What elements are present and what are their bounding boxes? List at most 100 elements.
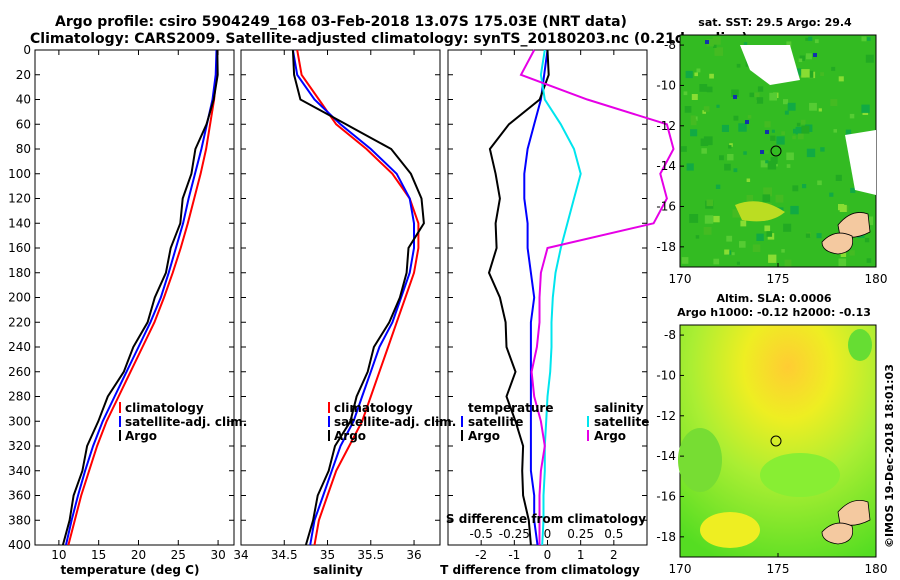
s-diff-tick-label: 0.5 <box>604 527 623 541</box>
y-tick-label: 160 <box>8 241 31 255</box>
series-line-climatology <box>296 49 420 546</box>
sst-texture-cell <box>798 58 803 62</box>
sst-texture-cell <box>801 125 810 134</box>
sst-texture-cell <box>767 161 777 170</box>
sst-warm-patch <box>735 201 785 222</box>
sst-texture-cell <box>724 249 730 255</box>
series-line-argo <box>61 49 219 546</box>
sst-texture-cell <box>861 104 870 113</box>
sst-texture-cell <box>786 41 792 47</box>
figure-title-line1: Argo profile: csiro 5904249_168 03-Feb-2… <box>55 14 627 30</box>
legend-label-t-argo: Argo <box>468 429 500 443</box>
legend-label-t-satellite: satellite <box>468 415 523 429</box>
series-line-s-satellite <box>539 49 582 546</box>
sst-texture-cell <box>700 138 709 146</box>
sst-texture-cell <box>792 135 796 140</box>
sst-texture-cell <box>765 150 769 154</box>
sst-cool-spot <box>745 120 749 124</box>
sst-texture-cell <box>709 73 714 79</box>
sst-texture-cell <box>840 251 847 257</box>
sst-texture-cell <box>793 128 798 134</box>
y-tick-label: 220 <box>8 315 31 329</box>
y-tick-label: 120 <box>8 192 31 206</box>
s-diff-tick-label: 0 <box>544 527 552 541</box>
imos-credit: ©IMOS 19-Dec-2018 18:01:03 <box>883 364 896 548</box>
sst-texture-cell <box>764 121 771 128</box>
sst-texture-cell <box>792 185 799 192</box>
sla-map-title: Altim. SLA: 0.0006 <box>716 292 831 305</box>
legend-label-argo: Argo <box>334 429 366 443</box>
sst-map-axes: 170 175 180 -8 -10 -12 -14 -16 -18 <box>656 38 887 286</box>
sst-texture-cell <box>694 72 698 77</box>
temperature-legend: climatology satellite-adj. clim. Argo <box>119 401 247 443</box>
sst-texture-cell <box>849 250 855 256</box>
y-tick-label: 180 <box>8 266 31 280</box>
y-tick-label: 320 <box>8 439 31 453</box>
sst-texture-cell <box>805 37 809 41</box>
sst-texture-cell <box>703 106 710 112</box>
figure-title-line2: Climatology: CARS2009. Satellite-adjuste… <box>30 31 748 47</box>
sst-texture-cell <box>784 259 792 267</box>
map-x-tick-label: 180 <box>865 562 888 576</box>
sst-texture-cell <box>838 76 844 82</box>
map-y-tick-label: -16 <box>656 199 676 213</box>
sst-texture-cell <box>743 42 748 46</box>
temperature-chart: 10 15 20 25 30020406080100120140160180200220… <box>8 43 234 562</box>
sst-texture-cell <box>795 126 804 135</box>
sst-texture-cell <box>721 124 729 132</box>
sst-texture-cell <box>706 86 713 93</box>
series-line-t-argo <box>487 49 550 546</box>
y-tick-label: 260 <box>8 365 31 379</box>
temperature-panel <box>34 49 235 546</box>
sst-texture-cell <box>681 146 687 152</box>
x-tick-label: 20 <box>131 548 146 562</box>
sst-texture-cell <box>800 119 806 125</box>
salinity-legend: climatology satellite-adj. clim. Argo <box>328 401 456 443</box>
sst-cool-spot <box>813 53 817 57</box>
series-line-climatology <box>67 49 219 546</box>
x-tick-label: 15 <box>91 548 106 562</box>
sst-texture-cell <box>797 133 804 140</box>
sst-texture-cell <box>805 53 812 60</box>
sst-texture-cell <box>756 97 764 104</box>
sst-texture-cell <box>865 54 874 63</box>
legend-label-climatology: climatology <box>334 401 413 415</box>
map-y-tick-label: -12 <box>656 119 676 133</box>
sst-texture-cell <box>784 110 789 115</box>
s-diff-tick-label: 0.25 <box>567 527 594 541</box>
map-y-tick-label: -10 <box>656 368 676 382</box>
map-x-tick-label: 175 <box>767 272 790 286</box>
sst-texture-cell <box>801 69 810 78</box>
x-tick-label: 35.5 <box>357 548 384 562</box>
sst-texture-cell <box>749 92 754 98</box>
sst-texture-cell <box>715 184 721 189</box>
salinity-chart: 34 34.5 35 35.5 36 <box>233 49 440 562</box>
x-tick-label: 10 <box>51 548 66 562</box>
sst-texture-cell <box>770 157 778 165</box>
sst-texture-cell <box>805 233 811 238</box>
sst-texture-cell <box>695 235 700 239</box>
x-tick-label: 34 <box>233 548 248 562</box>
sst-texture-cell <box>702 110 706 114</box>
sla-land-fiji <box>821 522 854 545</box>
sst-texture-cell <box>701 148 707 154</box>
sst-texture-cell <box>808 36 813 41</box>
sst-texture-cell <box>781 131 785 135</box>
sst-texture-cell <box>830 99 838 107</box>
sla-map-axes: 170 175 180 -8 -10 -12 -14 -16 -18 <box>656 328 887 576</box>
sst-cool-spot <box>705 40 709 44</box>
sst-texture-cell <box>796 122 801 127</box>
sst-texture-cell <box>835 174 842 181</box>
sst-texture-cell <box>763 187 772 197</box>
sst-texture-cell <box>769 92 777 101</box>
y-tick-label: 340 <box>8 464 31 478</box>
sst-texture-cell <box>731 89 739 97</box>
sst-texture-cell <box>799 55 805 61</box>
sst-texture-cell <box>746 178 751 182</box>
sst-texture-cell <box>776 136 785 145</box>
sst-texture-cell <box>731 252 735 256</box>
x-tick-label: 25 <box>171 548 186 562</box>
sst-texture-cell <box>762 194 771 202</box>
sst-texture-cell <box>706 38 714 47</box>
legend-label-climatology: climatology <box>125 401 204 415</box>
